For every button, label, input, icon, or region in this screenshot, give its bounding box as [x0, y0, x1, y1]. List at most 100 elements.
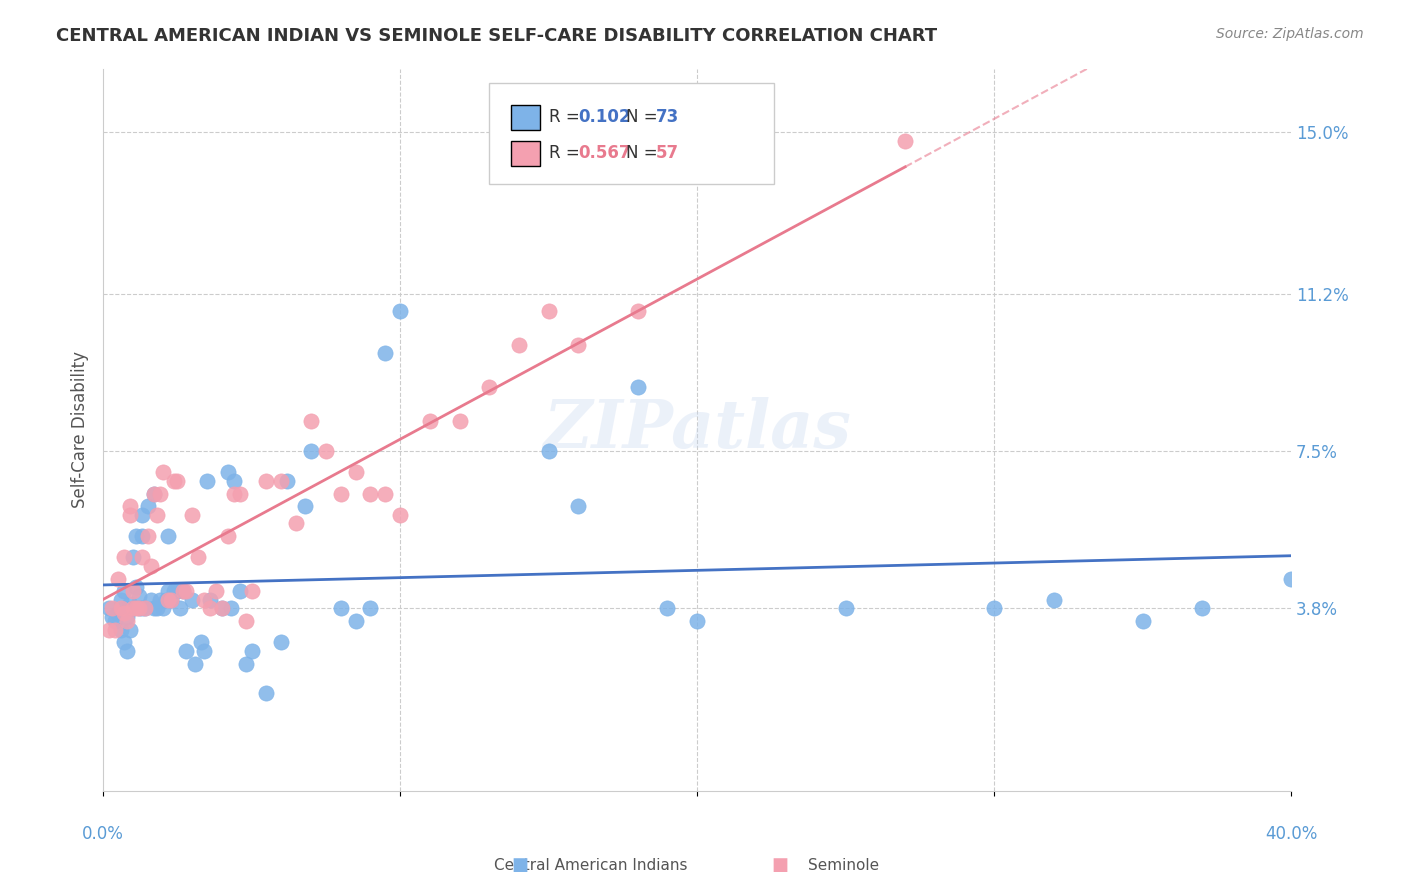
- Text: ■: ■: [772, 855, 789, 873]
- Seminole: [157, 592, 180, 607]
- Text: 40.0%: 40.0%: [1265, 825, 1317, 843]
- Seminole: [166, 474, 188, 488]
- Central American Indians: [193, 644, 215, 658]
- Seminole: [118, 500, 141, 514]
- Text: N =: N =: [626, 108, 662, 126]
- Central American Indians: [389, 303, 412, 318]
- Seminole: [181, 508, 204, 522]
- Text: 0.0%: 0.0%: [82, 825, 124, 843]
- Central American Indians: [163, 584, 186, 599]
- Central American Indians: [834, 601, 856, 615]
- Seminole: [285, 516, 308, 531]
- Central American Indians: [222, 474, 245, 488]
- Text: ZIPatlas: ZIPatlas: [543, 397, 851, 462]
- Central American Indians: [567, 500, 589, 514]
- Central American Indians: [98, 601, 121, 615]
- Central American Indians: [112, 635, 135, 649]
- Central American Indians: [157, 529, 180, 543]
- Central American Indians: [148, 592, 170, 607]
- Central American Indians: [118, 623, 141, 637]
- Seminole: [128, 601, 150, 615]
- Y-axis label: Self-Care Disability: Self-Care Disability: [72, 351, 89, 508]
- Seminole: [217, 529, 239, 543]
- Text: Central American Indians: Central American Indians: [494, 858, 688, 872]
- Seminole: [110, 601, 132, 615]
- FancyBboxPatch shape: [489, 83, 775, 184]
- Central American Indians: [152, 601, 174, 615]
- Central American Indians: [344, 614, 367, 628]
- Central American Indians: [121, 550, 143, 565]
- Central American Indians: [329, 601, 352, 615]
- Central American Indians: [235, 657, 257, 671]
- Central American Indians: [142, 601, 165, 615]
- Central American Indians: [134, 601, 156, 615]
- Seminole: [374, 486, 396, 500]
- Seminole: [121, 601, 143, 615]
- Seminole: [139, 558, 162, 573]
- Central American Indians: [657, 601, 679, 615]
- Central American Indians: [1132, 614, 1154, 628]
- Central American Indians: [166, 584, 188, 599]
- Seminole: [112, 550, 135, 565]
- Seminole: [104, 623, 127, 637]
- Central American Indians: [145, 601, 167, 615]
- Seminole: [198, 601, 221, 615]
- Seminole: [205, 584, 228, 599]
- Seminole: [211, 601, 233, 615]
- Central American Indians: [983, 601, 1005, 615]
- Central American Indians: [125, 580, 148, 594]
- Seminole: [101, 601, 124, 615]
- Seminole: [152, 465, 174, 479]
- Seminole: [112, 606, 135, 620]
- Seminole: [136, 529, 159, 543]
- Text: Source: ZipAtlas.com: Source: ZipAtlas.com: [1216, 27, 1364, 41]
- Central American Indians: [118, 597, 141, 611]
- Central American Indians: [101, 609, 124, 624]
- Central American Indians: [131, 529, 153, 543]
- Central American Indians: [125, 529, 148, 543]
- Central American Indians: [142, 486, 165, 500]
- Central American Indians: [160, 592, 183, 607]
- Seminole: [148, 486, 170, 500]
- Seminole: [193, 592, 215, 607]
- Central American Indians: [172, 584, 194, 599]
- Seminole: [107, 572, 129, 586]
- Seminole: [256, 474, 278, 488]
- Central American Indians: [1191, 601, 1213, 615]
- Central American Indians: [184, 657, 207, 671]
- Central American Indians: [157, 584, 180, 599]
- Central American Indians: [174, 644, 197, 658]
- Central American Indians: [537, 444, 560, 458]
- Central American Indians: [110, 623, 132, 637]
- Seminole: [894, 134, 917, 148]
- Central American Indians: [190, 635, 212, 649]
- Seminole: [344, 465, 367, 479]
- Central American Indians: [1042, 592, 1064, 607]
- Central American Indians: [299, 444, 322, 458]
- Central American Indians: [686, 614, 709, 628]
- FancyBboxPatch shape: [510, 104, 540, 130]
- Seminole: [389, 508, 412, 522]
- Seminole: [98, 623, 121, 637]
- Seminole: [229, 486, 252, 500]
- Central American Indians: [131, 508, 153, 522]
- Central American Indians: [121, 601, 143, 615]
- Text: CENTRAL AMERICAN INDIAN VS SEMINOLE SELF-CARE DISABILITY CORRELATION CHART: CENTRAL AMERICAN INDIAN VS SEMINOLE SELF…: [56, 27, 938, 45]
- Seminole: [131, 550, 153, 565]
- Central American Indians: [229, 584, 252, 599]
- Seminole: [142, 486, 165, 500]
- Seminole: [627, 303, 650, 318]
- Central American Indians: [359, 601, 381, 615]
- Central American Indians: [104, 614, 127, 628]
- Central American Indians: [276, 474, 298, 488]
- Seminole: [315, 444, 337, 458]
- Seminole: [235, 614, 257, 628]
- Central American Indians: [627, 380, 650, 394]
- Seminole: [145, 508, 167, 522]
- Central American Indians: [198, 592, 221, 607]
- Central American Indians: [110, 592, 132, 607]
- Central American Indians: [155, 592, 177, 607]
- Text: R =: R =: [548, 108, 585, 126]
- Seminole: [478, 380, 501, 394]
- Seminole: [222, 486, 245, 500]
